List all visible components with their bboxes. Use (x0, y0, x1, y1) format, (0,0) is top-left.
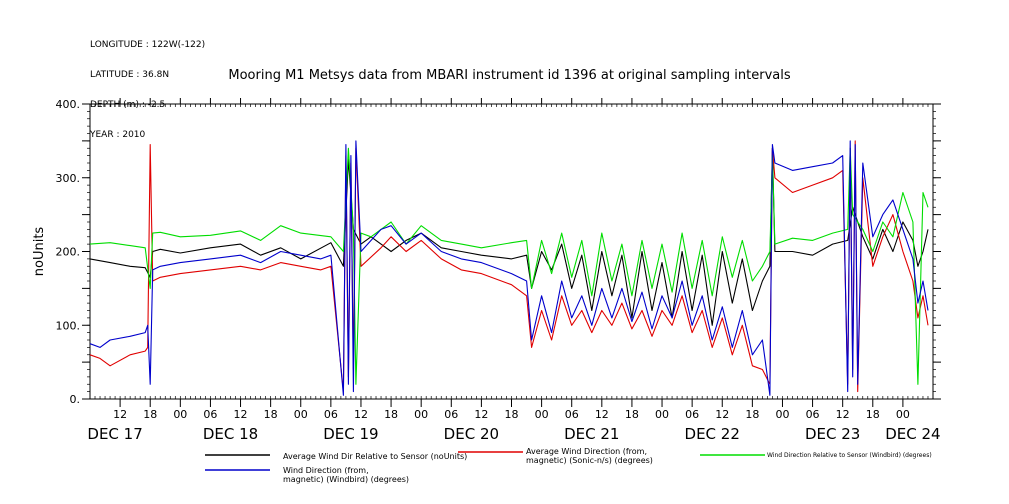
x-tick-label: 12 (715, 408, 729, 421)
x-day-label: DEC 22 (685, 425, 740, 443)
meta-longitude: LONGITUDE : 122W(-122) (90, 40, 206, 50)
series-line-1 (89, 140, 929, 393)
x-tick-label: 18 (384, 408, 398, 421)
y-tick-label: 200. (56, 246, 81, 259)
x-day-label: DEC 17 (87, 425, 142, 443)
x-tick-label: 06 (685, 408, 699, 421)
x-day-label: DEC 24 (885, 425, 940, 443)
x-tick-label: 00 (414, 408, 428, 421)
legend-label-red: Average Wind Direction (from, magnetic) … (526, 447, 653, 465)
y-tick-label: 0. (70, 393, 81, 406)
x-tick-label: 06 (444, 408, 458, 421)
series-line-3 (89, 140, 929, 396)
legend-label-green: Wind Direction Relative to Sensor (Windb… (767, 452, 932, 459)
x-tick-label: 00 (655, 408, 669, 421)
y-tick-label: 400. (56, 98, 81, 111)
x-tick-label: 00 (173, 408, 187, 421)
series-line-0 (89, 147, 929, 326)
x-tick-label: 12 (113, 408, 127, 421)
x-tick-label: 00 (535, 408, 549, 421)
x-day-label: DEC 20 (444, 425, 499, 443)
plot-frame (89, 103, 934, 400)
x-day-label: DEC 21 (564, 425, 619, 443)
x-tick-label: 00 (896, 408, 910, 421)
y-tick-label: 100. (56, 319, 81, 332)
x-tick-label: 12 (234, 408, 248, 421)
y-axis-label: noUnits (32, 227, 47, 277)
x-day-label: DEC 23 (805, 425, 860, 443)
x-tick-label: 18 (866, 408, 880, 421)
series-line-2 (89, 147, 929, 385)
x-tick-label: 06 (806, 408, 820, 421)
meta-year: YEAR : 2010 (90, 130, 146, 140)
x-tick-label: 12 (595, 408, 609, 421)
x-tick-label: 00 (775, 408, 789, 421)
x-tick-label: 18 (143, 408, 157, 421)
x-tick-label: 06 (565, 408, 579, 421)
meta-latitude: LATITUDE : 36.8N (90, 70, 170, 80)
x-tick-label: 12 (474, 408, 488, 421)
x-tick-label: 18 (625, 408, 639, 421)
x-tick-label: 06 (203, 408, 217, 421)
x-tick-label: 12 (354, 408, 368, 421)
x-tick-label: 18 (505, 408, 519, 421)
x-day-label: DEC 18 (203, 425, 258, 443)
legend-label-black: Average Wind Dir Relative to Sensor (noU… (283, 452, 468, 461)
x-tick-label: 00 (294, 408, 308, 421)
x-tick-label: 18 (264, 408, 278, 421)
chart-title: Mooring M1 Metsys data from MBARI instru… (228, 68, 791, 83)
x-tick-label: 12 (836, 408, 850, 421)
y-tick-label: 300. (56, 172, 81, 185)
legend-label-blue: Wind Direction (from, magnetic) (Windbir… (283, 466, 410, 484)
x-tick-label: 06 (324, 408, 338, 421)
x-day-label: DEC 19 (323, 425, 378, 443)
x-tick-label: 18 (745, 408, 759, 421)
